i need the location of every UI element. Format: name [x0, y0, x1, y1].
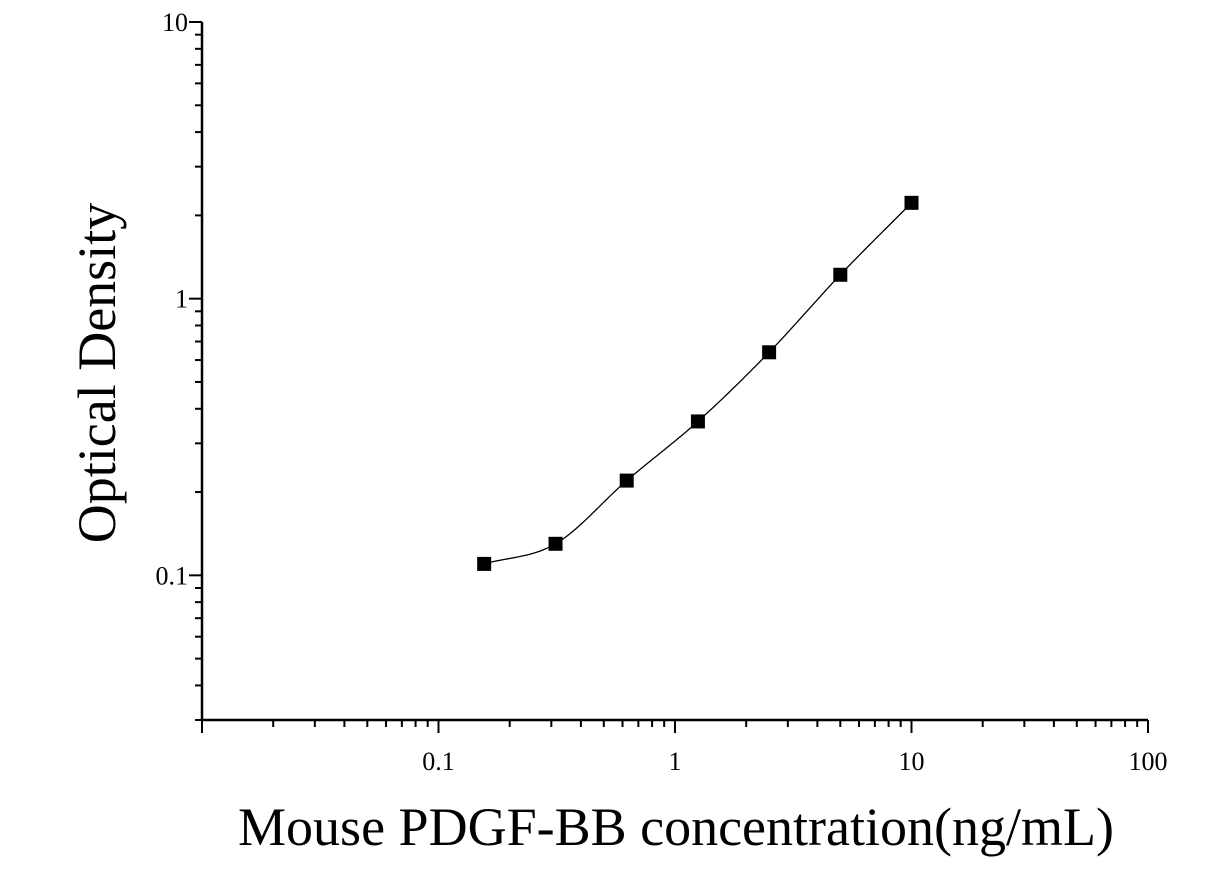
- data-point: [548, 536, 563, 551]
- axes: [189, 21, 1149, 733]
- y-axis-title: Optical Density: [67, 203, 127, 543]
- x-tick-label: 100: [1129, 747, 1168, 776]
- tick-labels: 0.1 1 10 100 0.1 1 10: [156, 8, 1168, 776]
- fit-curve: [484, 202, 912, 565]
- y-tick-label: 1: [175, 285, 188, 314]
- y-tick-label: 0.1: [156, 561, 189, 590]
- fit-curve-layer: [484, 202, 912, 565]
- data-point: [833, 267, 848, 282]
- data-point: [904, 195, 919, 210]
- data-points: [477, 195, 919, 571]
- x-axis-title: Mouse PDGF-BB concentration(ng/mL): [238, 797, 1114, 857]
- data-point: [762, 345, 777, 360]
- data-point: [619, 473, 634, 488]
- data-point: [690, 414, 705, 429]
- x-tick-label: 1: [669, 747, 682, 776]
- x-tick-label: 0.1: [422, 747, 455, 776]
- data-point: [477, 556, 492, 571]
- y-tick-label: 10: [162, 8, 188, 37]
- x-tick-label: 10: [899, 747, 925, 776]
